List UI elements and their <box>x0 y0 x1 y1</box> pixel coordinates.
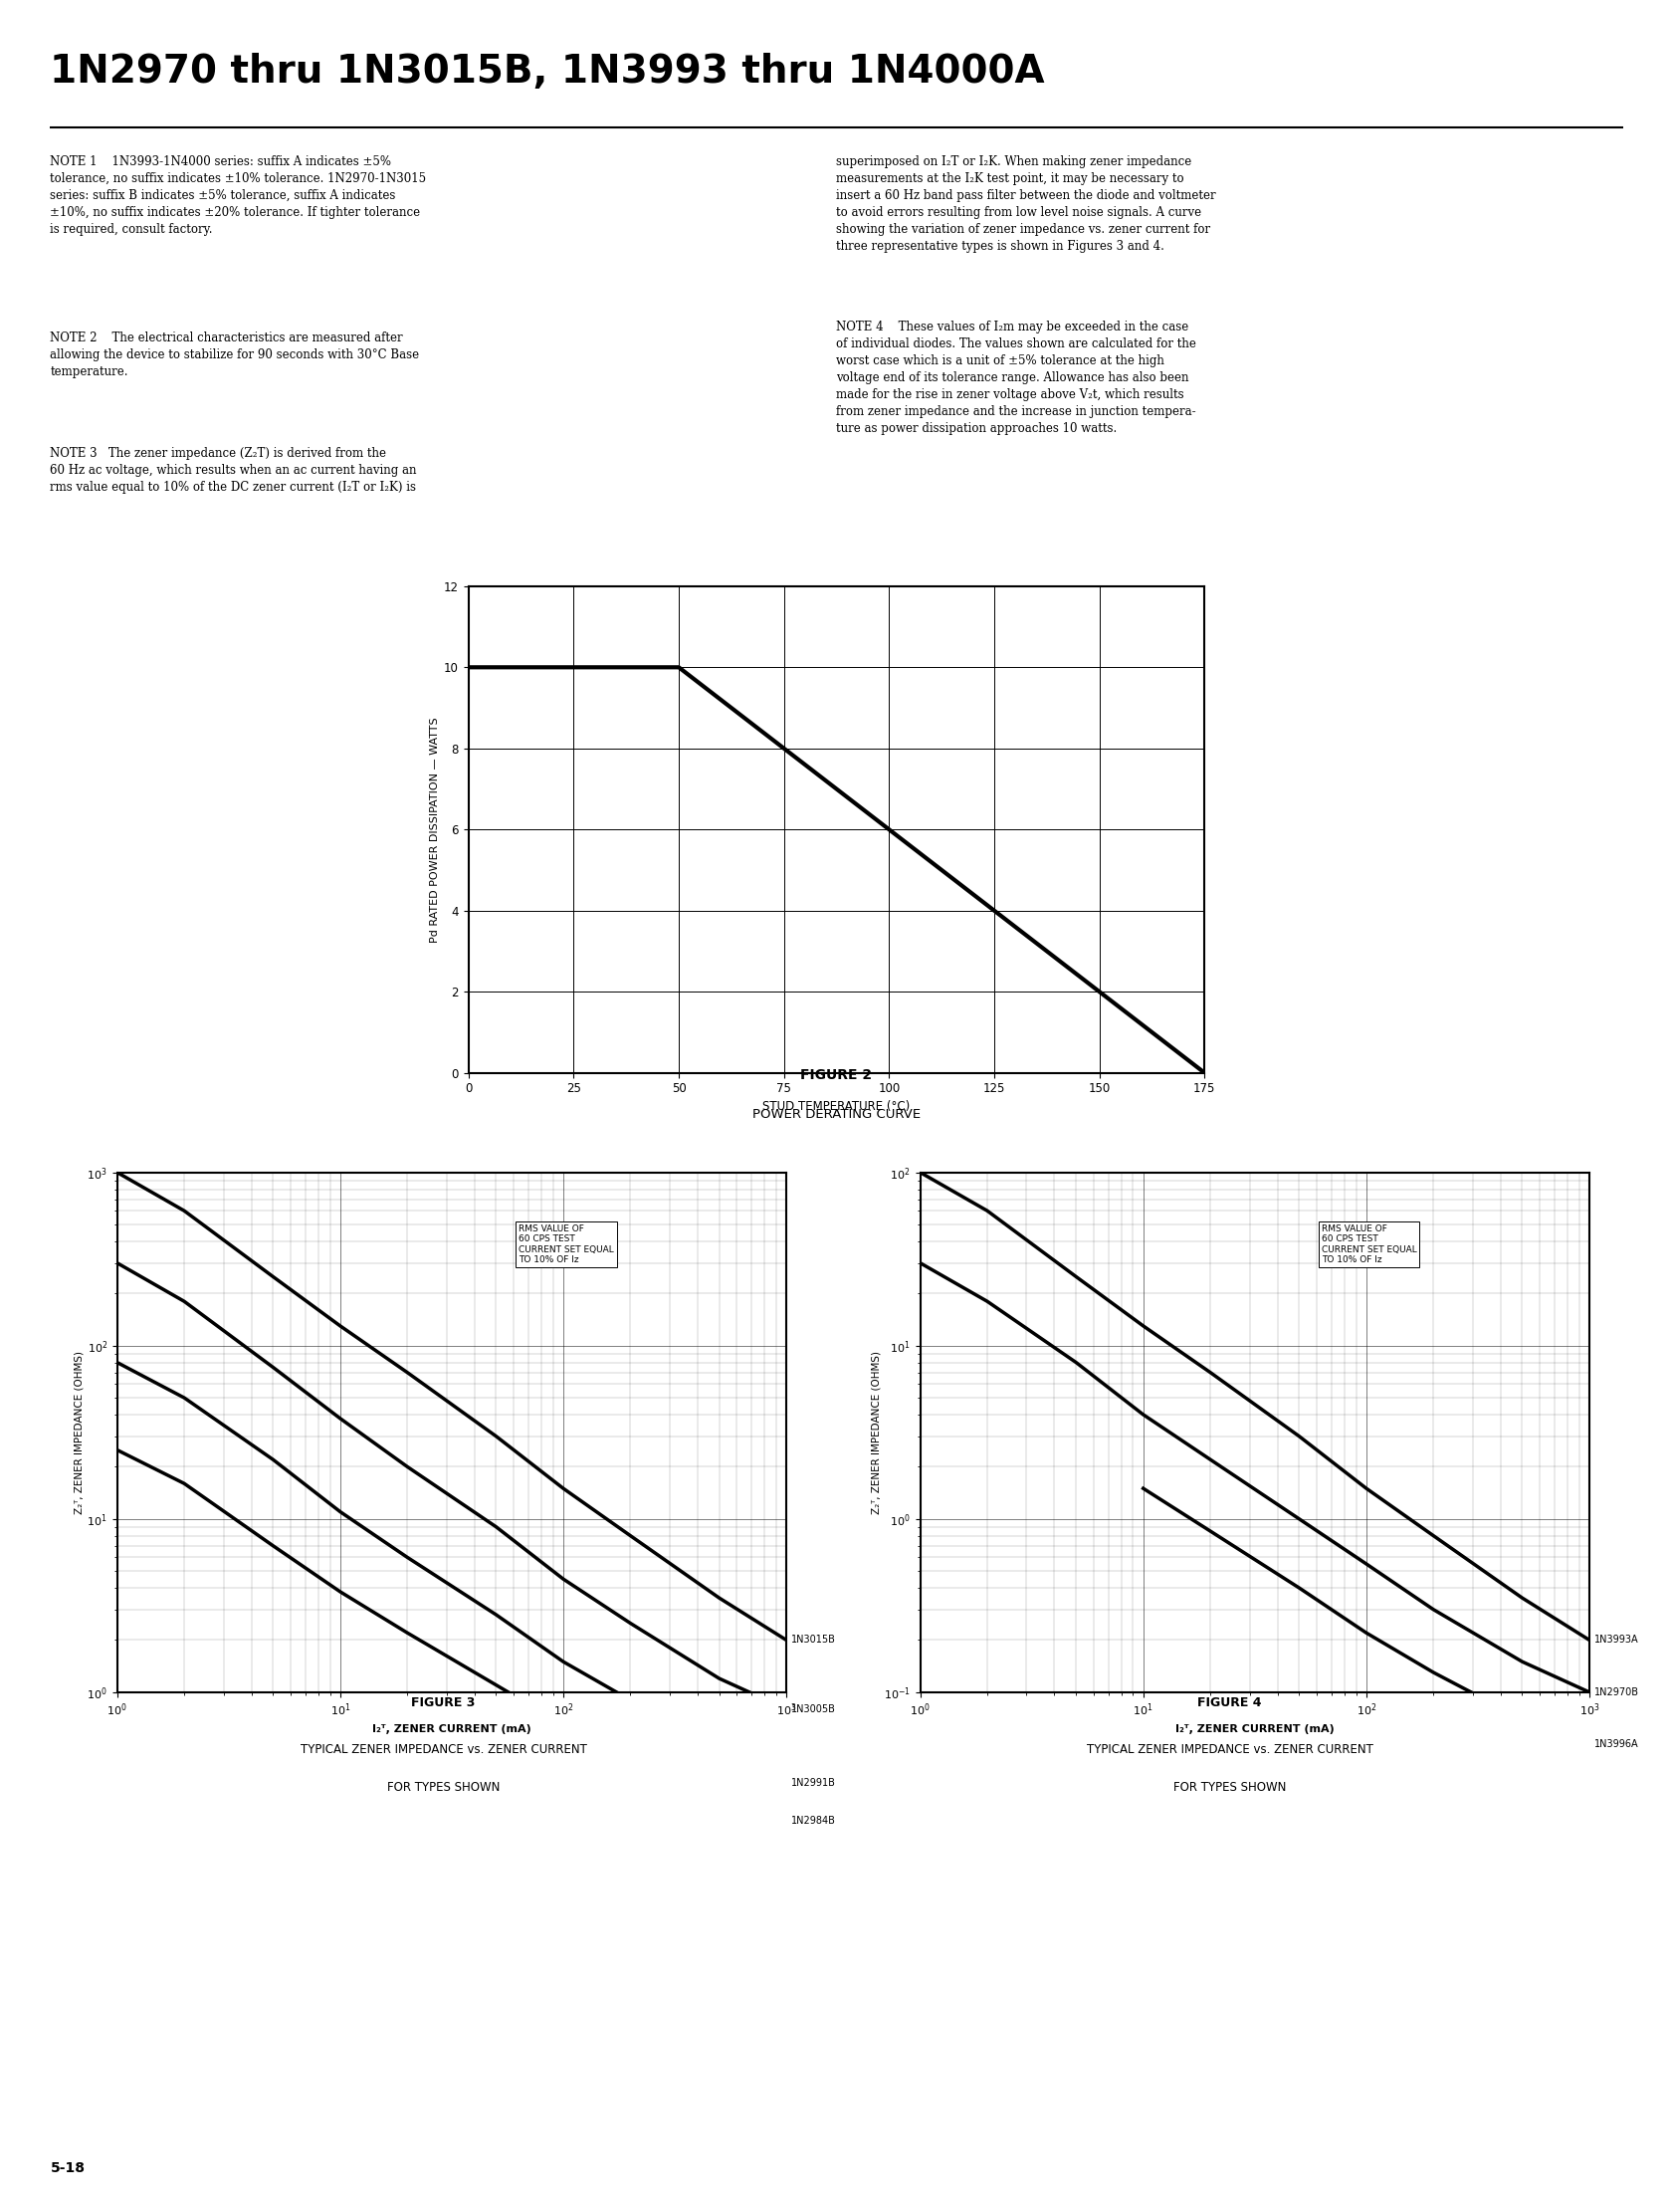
Text: 1N2970 thru 1N3015B, 1N3993 thru 1N4000A: 1N2970 thru 1N3015B, 1N3993 thru 1N4000A <box>50 53 1045 91</box>
Text: FOR TYPES SHOWN: FOR TYPES SHOWN <box>386 1781 500 1794</box>
Y-axis label: Z₂ᵀ, ZENER IMPEDANCE (OHMS): Z₂ᵀ, ZENER IMPEDANCE (OHMS) <box>871 1352 879 1513</box>
X-axis label: I₂ᵀ, ZENER CURRENT (mA): I₂ᵀ, ZENER CURRENT (mA) <box>1174 1723 1334 1734</box>
Text: 1N3993A: 1N3993A <box>1593 1635 1637 1646</box>
Text: TYPICAL ZENER IMPEDANCE vs. ZENER CURRENT: TYPICAL ZENER IMPEDANCE vs. ZENER CURREN… <box>299 1743 587 1756</box>
Text: RMS VALUE OF
60 CPS TEST
CURRENT SET EQUAL
TO 10% OF Iz: RMS VALUE OF 60 CPS TEST CURRENT SET EQU… <box>518 1225 614 1265</box>
Text: NOTE 3   The zener impedance (Z₂T) is derived from the
60 Hz ac voltage, which r: NOTE 3 The zener impedance (Z₂T) is deri… <box>50 447 416 493</box>
Text: superimposed on I₂T or I₂K. When making zener impedance
measurements at the I₂K : superimposed on I₂T or I₂K. When making … <box>836 155 1216 252</box>
Text: 1N2991B: 1N2991B <box>791 1778 836 1787</box>
Text: RMS VALUE OF
60 CPS TEST
CURRENT SET EQUAL
TO 10% OF Iz: RMS VALUE OF 60 CPS TEST CURRENT SET EQU… <box>1321 1225 1416 1265</box>
Text: FIGURE 4: FIGURE 4 <box>1197 1697 1261 1710</box>
Text: NOTE 2    The electrical characteristics are measured after
allowing the device : NOTE 2 The electrical characteristics ar… <box>50 332 420 378</box>
Text: 1N2984B: 1N2984B <box>791 1816 836 1827</box>
Text: FIGURE 2: FIGURE 2 <box>801 1068 871 1082</box>
Text: 1N3015B: 1N3015B <box>791 1635 836 1646</box>
Text: NOTE 1    1N3993-1N4000 series: suffix A indicates ±5%
tolerance, no suffix indi: NOTE 1 1N3993-1N4000 series: suffix A in… <box>50 155 426 234</box>
Y-axis label: Z₂ᵀ, ZENER IMPEDANCE (OHMS): Z₂ᵀ, ZENER IMPEDANCE (OHMS) <box>74 1352 84 1513</box>
Text: 1N3996A: 1N3996A <box>1593 1739 1637 1750</box>
Text: POWER DERATING CURVE: POWER DERATING CURVE <box>752 1108 920 1121</box>
Text: 1N3005B: 1N3005B <box>791 1703 836 1714</box>
Text: 5-18: 5-18 <box>50 2161 85 2174</box>
Y-axis label: Pd RATED POWER DISSIPATION — WATTS: Pd RATED POWER DISSIPATION — WATTS <box>430 717 440 942</box>
X-axis label: I₂ᵀ, ZENER CURRENT (mA): I₂ᵀ, ZENER CURRENT (mA) <box>371 1723 532 1734</box>
Text: 1N2970B: 1N2970B <box>1593 1688 1639 1697</box>
Text: FIGURE 3: FIGURE 3 <box>411 1697 475 1710</box>
Text: TYPICAL ZENER IMPEDANCE vs. ZENER CURRENT: TYPICAL ZENER IMPEDANCE vs. ZENER CURREN… <box>1085 1743 1373 1756</box>
X-axis label: STUD TEMPERATURE (°C): STUD TEMPERATURE (°C) <box>762 1099 910 1113</box>
Text: NOTE 4    These values of I₂m may be exceeded in the case
of individual diodes. : NOTE 4 These values of I₂m may be exceed… <box>836 321 1195 436</box>
Text: FOR TYPES SHOWN: FOR TYPES SHOWN <box>1172 1781 1286 1794</box>
